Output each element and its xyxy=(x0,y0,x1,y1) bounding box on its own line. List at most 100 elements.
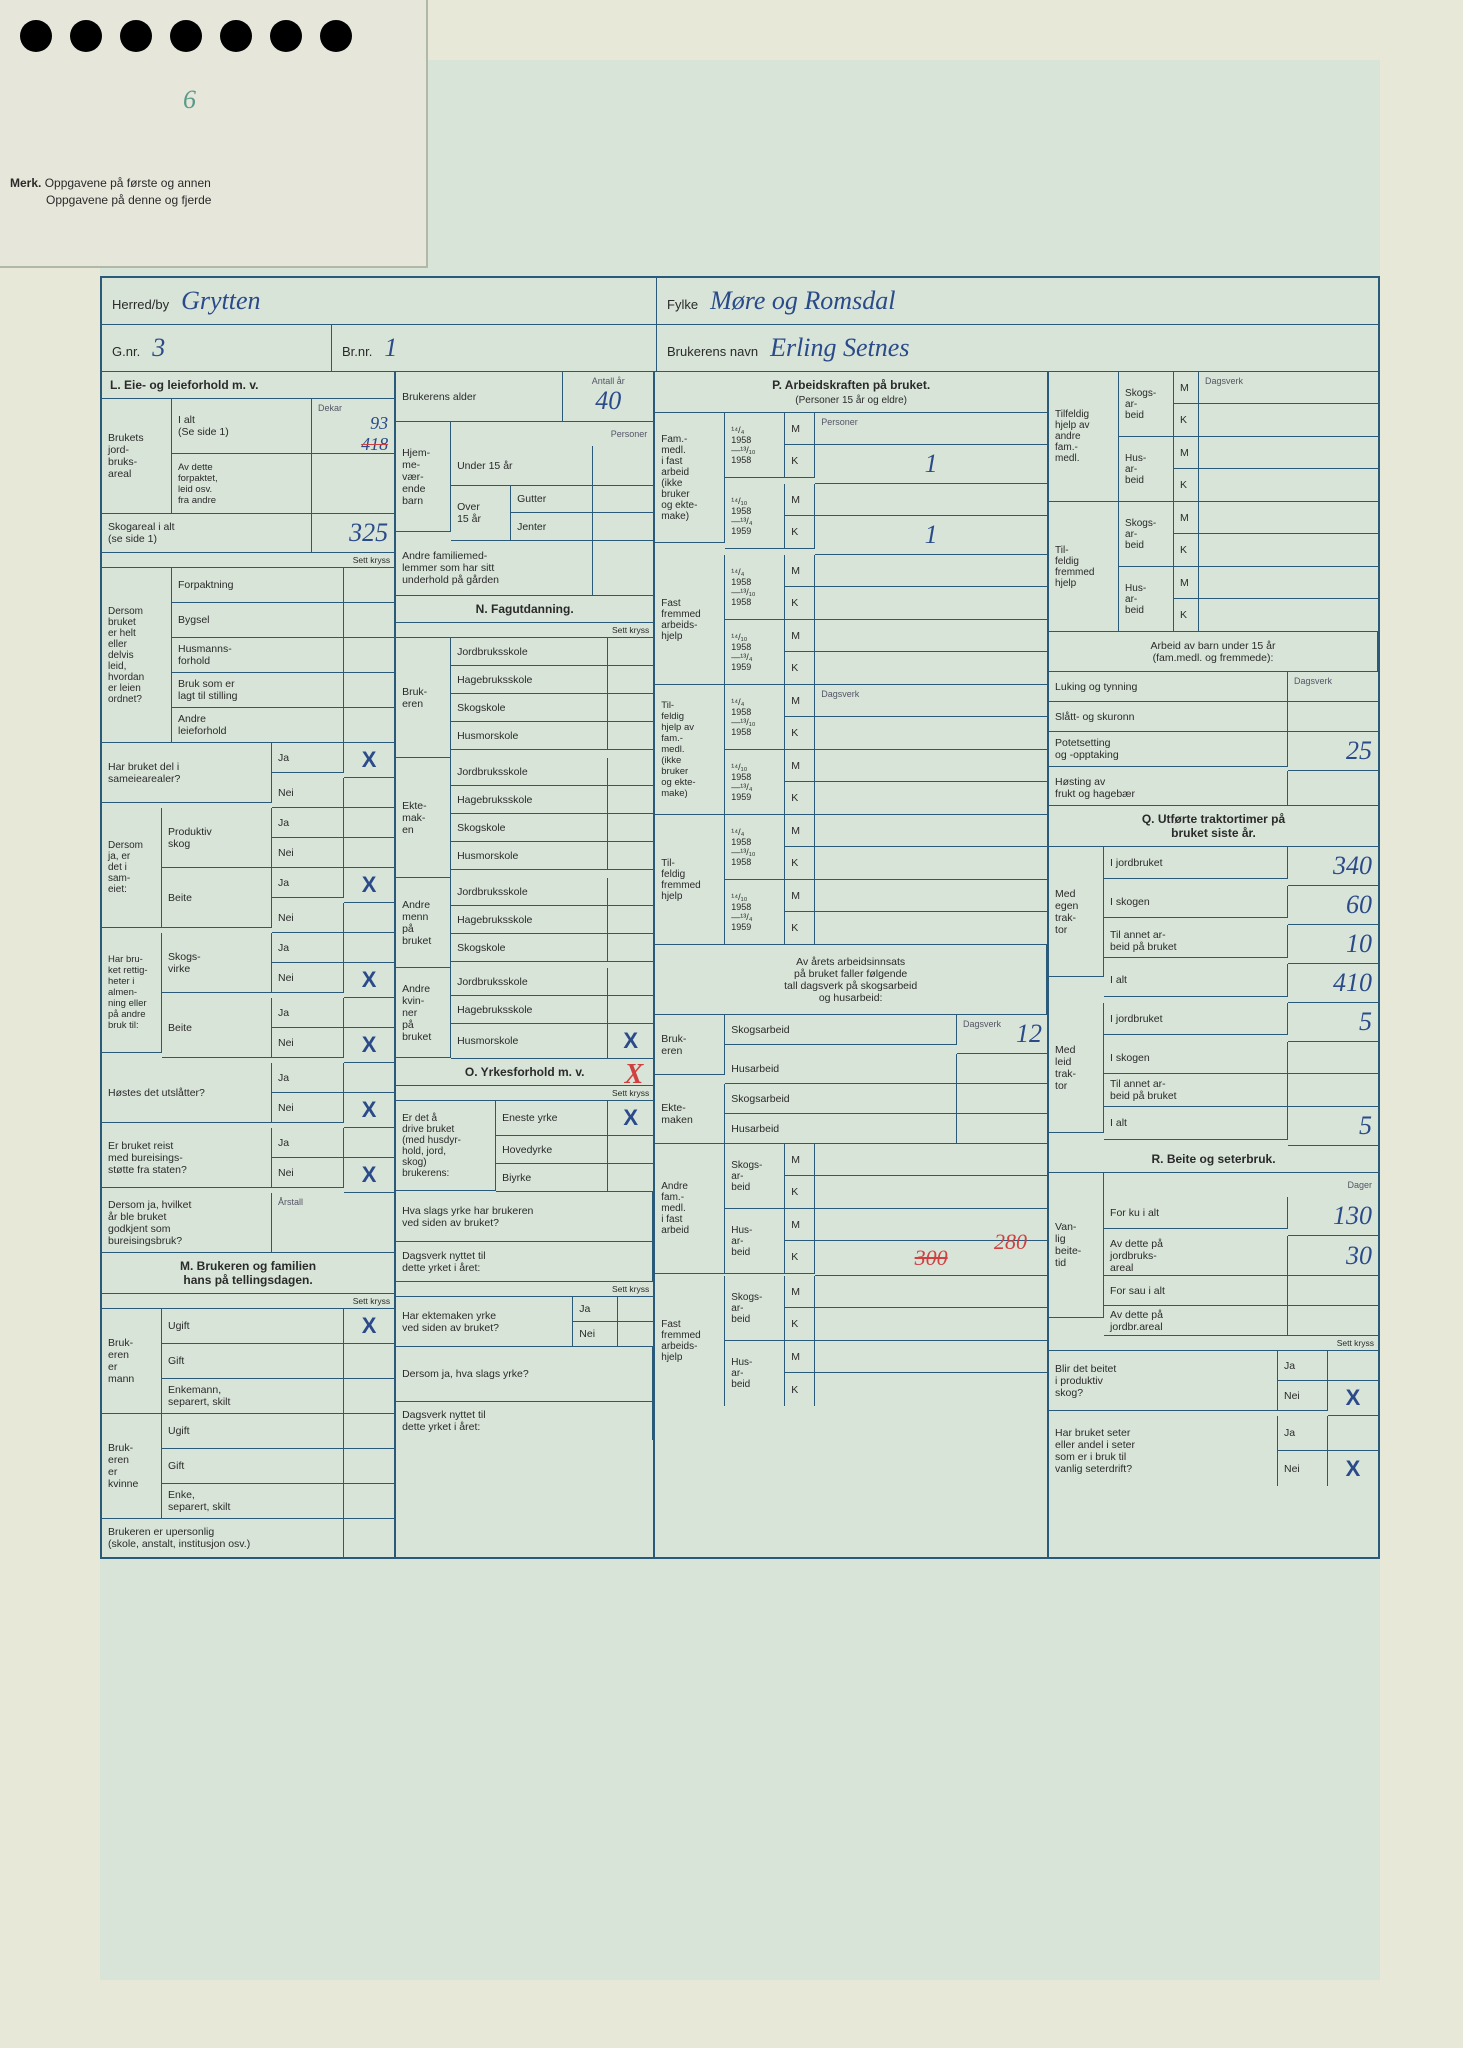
husarbeid: Husarbeid xyxy=(725,1114,957,1144)
check xyxy=(608,968,653,996)
dagsverk1: Dagsverk nyttet til dette yrket i året: xyxy=(396,1242,653,1282)
hole xyxy=(70,20,102,52)
check xyxy=(344,1414,394,1449)
k: K xyxy=(785,1308,815,1341)
skogareal-row: Skogareal i alt (se side 1) 325 xyxy=(102,514,394,553)
jordbruksskole: Jordbruksskole xyxy=(451,758,608,786)
ja: Ja xyxy=(272,1063,344,1093)
check xyxy=(344,568,394,603)
leid-ialt: 5 xyxy=(1288,1107,1378,1146)
header-row-1: Herred/by Grytten Fylke Møre og Romsdal xyxy=(102,278,1378,325)
page-number: 6 xyxy=(183,85,196,115)
alder-label: Brukerens alder xyxy=(396,372,563,422)
utslatter-nei: X xyxy=(344,1093,394,1128)
beite-nei2: X xyxy=(344,1028,394,1063)
jordbruksskole: Jordbruksskole xyxy=(451,968,608,996)
skogskole: Skogskole xyxy=(451,694,608,722)
sameiet-block: Dersom ja, er det i sam- eiet: Produktiv… xyxy=(102,808,394,933)
check xyxy=(618,1322,653,1347)
check xyxy=(815,1373,1047,1406)
beite: Beite xyxy=(162,868,272,928)
check xyxy=(1199,567,1378,599)
check xyxy=(957,1114,1047,1144)
k: K xyxy=(785,847,815,880)
check xyxy=(815,652,1047,685)
page: 6 Merk. Oppgavene på første og annen Opp… xyxy=(100,60,1380,1980)
check xyxy=(815,1308,1047,1341)
k: K xyxy=(1174,534,1199,567)
val: 5 xyxy=(1359,1007,1372,1037)
hole xyxy=(120,20,152,52)
val: 25 xyxy=(1346,736,1372,766)
biyrke: Biyrke xyxy=(496,1164,608,1192)
godkjent-block: Dersom ja, hvilket år ble bruket godkjen… xyxy=(102,1193,394,1253)
check xyxy=(593,486,653,513)
ugift-x: X xyxy=(344,1309,394,1344)
merk-note: Merk. Oppgavene på første og annen Oppga… xyxy=(10,175,211,209)
tilfeldig-fam: Til- feldig hjelp av fam.- medl. (ikke b… xyxy=(655,685,725,815)
dager: Dager xyxy=(1347,1180,1372,1190)
personer: Personer xyxy=(821,417,858,427)
dekar-label: Dekar xyxy=(318,403,342,413)
utslatter-block: Høstes det utslåtter? Ja NeiX xyxy=(102,1063,394,1128)
avdette-label: Av dette forpaktet, leid osv. fra andre xyxy=(172,454,312,514)
column-l: L. Eie- og leieforhold m. v. Brukets jor… xyxy=(102,372,396,1557)
godkjent-q: Dersom ja, hvilket år ble bruket godkjen… xyxy=(102,1193,272,1253)
sett-kryss-r: Sett kryss xyxy=(1049,1336,1378,1351)
check xyxy=(1328,1416,1378,1451)
skogsarbeid: Skogsarbeid xyxy=(725,1015,957,1045)
check xyxy=(1288,771,1378,806)
gift: Gift xyxy=(162,1449,344,1484)
k: K xyxy=(785,1373,815,1406)
nei: Nei xyxy=(272,1028,344,1058)
nei: Nei xyxy=(1278,1381,1328,1411)
nei: Nei xyxy=(272,838,344,868)
tilfeldig-andre: Tilfeldig hjelp av andre fam.- medl. xyxy=(1049,372,1119,502)
check xyxy=(344,1379,394,1414)
husmorskole: Husmorskole xyxy=(451,1024,608,1059)
ialt-label: I alt (Se side 1) xyxy=(172,399,312,454)
strike-val: 300 xyxy=(915,1245,948,1271)
check xyxy=(815,880,1047,912)
skogskole: Skogskole xyxy=(451,814,608,842)
dekar-cell: Dekar 93 418 xyxy=(312,399,394,454)
ugift: Ugift xyxy=(162,1309,344,1344)
sau-jord: Av dette på jordbr.areal xyxy=(1104,1306,1288,1336)
m: M xyxy=(1174,437,1199,469)
sameie-block: Har bruket del i sameiearealer? JaX Nei xyxy=(102,743,394,808)
jordbruk-areal: Av dette på jordbruks- areal xyxy=(1104,1236,1288,1276)
check xyxy=(1199,469,1378,502)
navn-value: Erling Setnes xyxy=(770,333,909,363)
x: X xyxy=(362,1162,377,1188)
hagebruksskole: Hagebruksskole xyxy=(451,786,608,814)
x: X xyxy=(362,747,377,773)
bureising-block: Er bruket reist med bureisings- støtte f… xyxy=(102,1128,394,1193)
brukets-label: Brukets jord- bruks- areal xyxy=(102,399,172,514)
skogsvirke-nei: X xyxy=(344,963,394,998)
ku-ialt: For ku i alt xyxy=(1104,1197,1288,1229)
check xyxy=(344,933,394,963)
brukeren: Bruk- eren xyxy=(655,1015,725,1075)
merk-label: Merk. xyxy=(10,176,41,190)
dagsverk-hdr: Dagsverk xyxy=(815,685,1047,717)
sett-kryss-1: Sett kryss xyxy=(102,553,394,568)
egen-jord: 340 xyxy=(1288,847,1378,886)
k: K xyxy=(785,587,815,620)
brnr-value: 1 xyxy=(384,333,397,363)
skogen: I skogen xyxy=(1104,886,1288,918)
k: K xyxy=(785,1176,815,1209)
potet-val: 25 xyxy=(1288,732,1378,771)
almenning-block: Har bru- ket rettig- heter i almen- ning… xyxy=(102,933,394,1063)
val: 130 xyxy=(1333,1201,1372,1231)
nei: Nei xyxy=(1278,1451,1328,1486)
skogsvirke: Skogs- virke xyxy=(162,933,272,993)
egen-ialt: 410 xyxy=(1288,964,1378,1003)
dekar-value: 93 xyxy=(370,413,388,434)
check xyxy=(593,446,653,486)
m: M xyxy=(785,685,815,717)
dagsverk: Dagsverk xyxy=(1294,676,1332,686)
andre-menn: Andre menn på bruket xyxy=(396,878,451,968)
egen-skog: 60 xyxy=(1288,886,1378,925)
sett-kryss-o2: Sett kryss xyxy=(396,1282,653,1297)
fylke-label: Fylke xyxy=(667,297,698,312)
